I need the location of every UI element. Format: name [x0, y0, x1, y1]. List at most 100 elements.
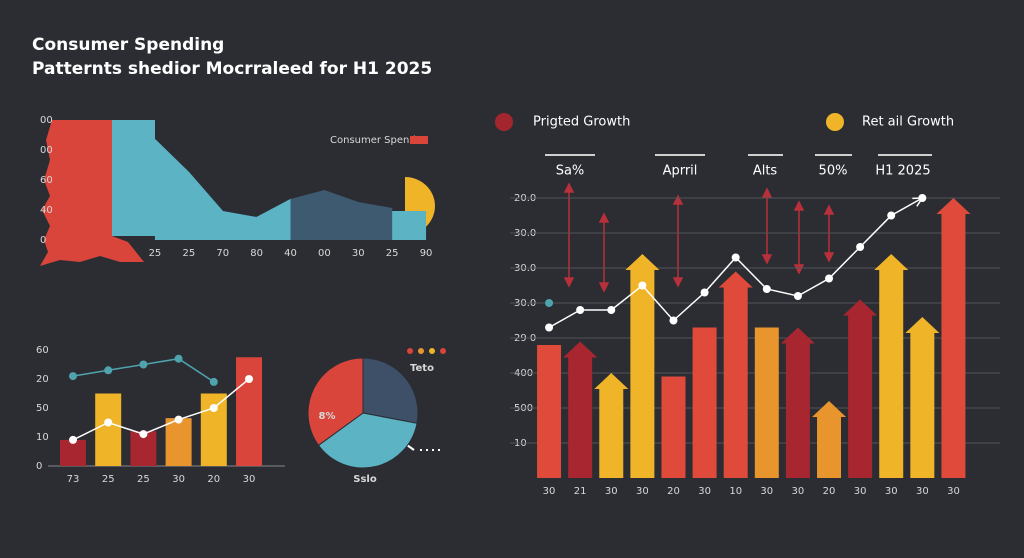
bar	[95, 393, 122, 466]
bar	[537, 345, 562, 478]
legend-label: Prigted Growth	[533, 115, 630, 130]
x-tick-label: 30	[352, 248, 365, 259]
point	[104, 366, 113, 375]
line-arrowhead	[912, 197, 924, 207]
header-label: Alts	[753, 164, 778, 179]
point	[69, 435, 77, 444]
x-tick-label: 20	[823, 486, 836, 497]
x-tick-label: 30	[636, 486, 649, 497]
point	[856, 243, 865, 251]
x-tick-label: 30	[760, 486, 773, 497]
bar	[780, 327, 815, 478]
area-fill	[290, 190, 393, 240]
point	[209, 377, 218, 386]
x-tick-label: 30	[947, 486, 960, 497]
x-tick-label: 25	[386, 248, 399, 259]
x-tick-label: 21	[574, 486, 587, 497]
pie-slice	[307, 357, 364, 447]
bar	[236, 357, 262, 466]
x-tick-label: 30	[792, 486, 805, 497]
x-tick-label: 90	[420, 248, 433, 259]
y-tick-label: 10	[36, 432, 49, 443]
point	[545, 323, 554, 332]
dot	[418, 348, 424, 354]
x-tick-label: 30	[698, 486, 711, 497]
annotation: 8%	[319, 411, 336, 422]
bar	[692, 327, 717, 478]
x-tick-label: 80	[250, 248, 263, 259]
x-tick-label: 25	[102, 474, 115, 485]
header-label: Sa%	[556, 164, 585, 179]
header-label: 50%	[819, 164, 848, 179]
point	[69, 372, 77, 381]
point	[104, 418, 113, 427]
annotation: Sslo	[353, 474, 377, 485]
point	[762, 285, 771, 293]
area-edge	[112, 120, 155, 236]
dot	[429, 348, 435, 354]
point	[209, 404, 218, 412]
bar	[812, 401, 847, 478]
point	[825, 274, 834, 283]
x-tick-label: 25	[182, 248, 195, 259]
title: Consumer Spending	[32, 35, 224, 55]
point	[576, 306, 585, 314]
point	[638, 281, 647, 290]
silhouette	[40, 120, 144, 266]
bar	[165, 418, 192, 466]
y-tick-label: 0	[40, 235, 46, 246]
point	[700, 288, 709, 297]
x-tick-label: 30	[916, 486, 929, 497]
x-tick-label: 25	[137, 474, 150, 485]
y-tick-label: 0	[36, 461, 42, 472]
x-tick-label: 00	[318, 248, 331, 259]
point	[139, 430, 148, 439]
annotation: Teto	[410, 363, 434, 374]
subtitle: Patternts shedior Mocrraleed for H1 2025	[32, 59, 432, 79]
x-tick-label: 20	[207, 474, 220, 485]
bar	[843, 299, 878, 478]
x-tick-label: 73	[67, 474, 80, 485]
x-tick-label: 10	[729, 486, 742, 497]
header-label: H1 2025	[875, 164, 930, 179]
point	[887, 211, 896, 220]
legend-swatch	[410, 136, 428, 144]
x-tick-label: 70	[216, 248, 229, 259]
y-tick-label: 60	[36, 345, 49, 356]
bar	[754, 327, 779, 478]
y-tick-label: 50	[36, 403, 49, 414]
dot	[407, 348, 413, 354]
x-tick-label: 30	[543, 486, 556, 497]
area-fill	[154, 139, 427, 240]
y-tick-label: 00	[40, 145, 53, 156]
y-tick-label: 60	[40, 175, 53, 186]
y-tick-label: 40	[40, 205, 53, 216]
header-label: Aprril	[663, 164, 698, 179]
legend-dot	[495, 113, 513, 131]
bar	[905, 317, 940, 478]
point	[731, 253, 740, 262]
legend-label: Ret ail Growth	[862, 115, 954, 130]
x-tick-label: 30	[172, 474, 185, 485]
point	[174, 354, 183, 363]
x-tick-label: 20	[667, 486, 680, 497]
point	[669, 316, 678, 325]
pie-slice	[317, 412, 418, 469]
x-tick-label: 30	[605, 486, 618, 497]
legend-label: Consumer Spendns	[330, 135, 427, 146]
bar	[718, 271, 753, 478]
dot	[440, 348, 446, 354]
bar	[661, 376, 686, 478]
bar	[874, 254, 909, 478]
point	[245, 375, 253, 383]
x-tick-label: 30	[243, 474, 256, 485]
bar	[936, 198, 971, 478]
x-tick-label: 30	[854, 486, 867, 497]
bar	[625, 254, 660, 478]
bar	[60, 439, 86, 466]
point	[545, 299, 554, 307]
line	[290, 189, 393, 209]
point	[607, 306, 616, 314]
x-tick-label: 30	[885, 486, 898, 497]
